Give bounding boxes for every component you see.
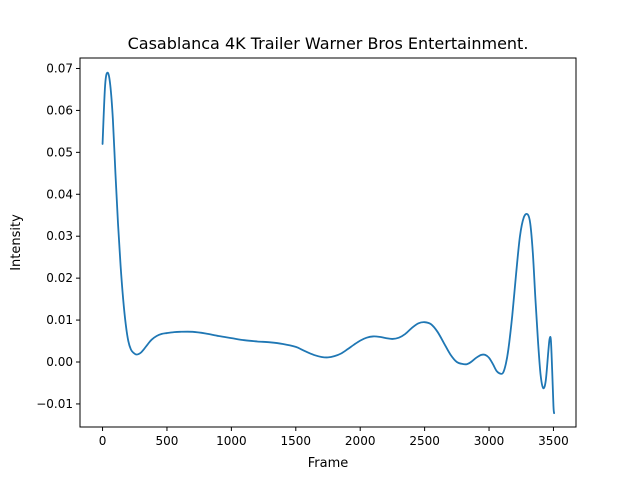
x-tick-label: 0 bbox=[99, 434, 107, 448]
y-tick-label: 0.07 bbox=[46, 61, 73, 75]
chart-title: Casablanca 4K Trailer Warner Bros Entert… bbox=[128, 34, 529, 53]
y-tick-label: −0.01 bbox=[36, 397, 73, 411]
series-line bbox=[101, 71, 555, 415]
plot-frame bbox=[79, 57, 577, 428]
x-axis-label: Frame bbox=[308, 456, 349, 471]
x-tick-label: 2000 bbox=[345, 434, 376, 448]
x-tick-label: 3000 bbox=[474, 434, 505, 448]
x-tick-label: 1500 bbox=[281, 434, 312, 448]
y-tick-label: 0.05 bbox=[46, 145, 73, 159]
x-tick-label: 2500 bbox=[409, 434, 440, 448]
x-tick-label: 1000 bbox=[216, 434, 247, 448]
y-axis-ticks: −0.01 0.00 0.01 0.02 0.03 0.04 0.05 0.06 0.07 bbox=[36, 61, 80, 411]
y-tick-label: 0.03 bbox=[46, 229, 73, 243]
y-tick-label: 0.04 bbox=[46, 187, 73, 201]
x-axis-ticks: 0 500 1000 1500 2000 2500 3000 3500 bbox=[99, 427, 569, 448]
y-tick-label: 0.01 bbox=[46, 313, 73, 327]
y-tick-label: 0.02 bbox=[46, 271, 73, 285]
x-tick-label: 500 bbox=[156, 434, 179, 448]
y-tick-label: 0.00 bbox=[46, 355, 73, 369]
y-axis-label: Intensity bbox=[9, 214, 24, 271]
x-tick-label: 3500 bbox=[538, 434, 569, 448]
y-tick-label: 0.06 bbox=[46, 103, 73, 117]
